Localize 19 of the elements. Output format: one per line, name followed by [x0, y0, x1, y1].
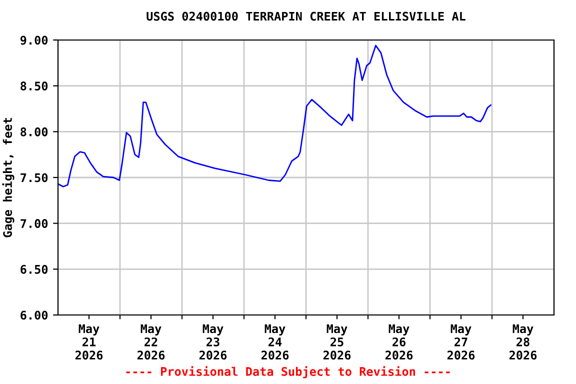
y-tick-label: 9.00	[20, 36, 48, 45]
x-tick-label: May 25 2026	[323, 324, 351, 360]
text: ---- Provisional Data Subject to Revision ----	[126, 366, 450, 378]
x-tick-label: May 27 2026	[447, 324, 475, 360]
x-tick-label: May 24 2026	[261, 324, 289, 360]
x-tick-label: May 26 2026	[385, 324, 413, 360]
x-tick-label: May 21 2026	[75, 324, 103, 360]
y-tick-label: 7.50	[20, 173, 48, 182]
y-tick-label: 6.00	[20, 310, 48, 320]
y-tick-label: 6.50	[20, 264, 48, 274]
y-axis-title: Gage height, feet	[2, 118, 14, 238]
x-tick-label: May 22 2026	[137, 324, 165, 360]
y-tick-label: 8.00	[20, 127, 48, 136]
x-tick-label: May 23 2026	[199, 324, 227, 360]
x-tick-label: May 28 2026	[509, 324, 537, 360]
line-series	[58, 44, 492, 188]
y-tick-label: 7.00	[20, 219, 48, 228]
y-tick-label: 8.50	[20, 82, 48, 90]
chart-title: USGS 02400100 TERRAPIN CREEK AT ELLISVILLE AL	[146, 12, 466, 21]
